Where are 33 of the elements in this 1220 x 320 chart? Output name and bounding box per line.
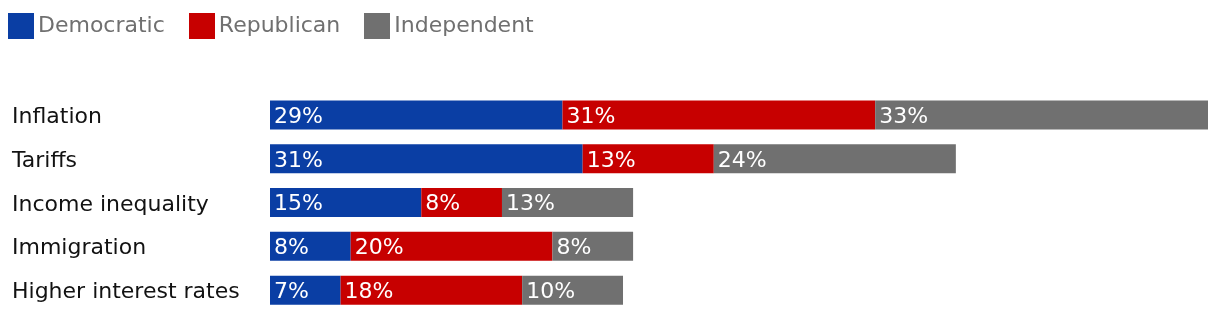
data-label: 29%	[274, 102, 323, 128]
data-label: 31%	[566, 102, 616, 128]
legend-label: Independent	[394, 12, 534, 37]
bar	[713, 144, 956, 174]
data-label: 31%	[274, 146, 323, 172]
bar	[582, 144, 714, 174]
data-label: 33%	[879, 102, 929, 128]
bar	[270, 144, 583, 174]
y-tick-label: Immigration	[12, 234, 147, 260]
data-label: 7%	[274, 277, 309, 303]
bar	[562, 100, 876, 130]
y-tick-label: Higher interest rates	[12, 278, 240, 304]
bar	[875, 100, 1208, 130]
bar	[340, 275, 523, 305]
data-label: 8%	[425, 190, 461, 216]
data-label: 20%	[354, 234, 404, 260]
data-label: 13%	[586, 146, 636, 172]
y-tick-label: Inflation	[12, 102, 102, 128]
legend-label: Republican	[218, 12, 341, 37]
bar	[270, 100, 563, 130]
bar	[270, 188, 422, 218]
data-label: 10%	[526, 277, 576, 303]
bar	[501, 188, 634, 218]
data-label: 24%	[717, 146, 767, 172]
y-tick-label: Income inequality	[12, 190, 209, 216]
data-label: 8%	[556, 234, 592, 260]
legend-label: Democratic	[38, 12, 165, 37]
data-label: 8%	[274, 234, 309, 260]
data-label: 13%	[505, 190, 555, 216]
data-label: 15%	[274, 190, 323, 216]
bar	[350, 231, 553, 261]
y-tick-label: Tariffs	[11, 146, 78, 172]
data-label: 18%	[344, 277, 394, 303]
